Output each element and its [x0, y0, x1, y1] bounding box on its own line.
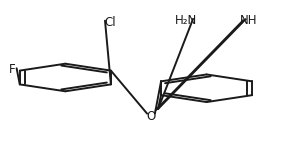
Text: O: O [146, 110, 156, 123]
Text: F: F [9, 63, 15, 75]
Text: H₂N: H₂N [175, 14, 197, 27]
Text: Cl: Cl [104, 16, 116, 29]
Text: NH: NH [240, 14, 257, 27]
